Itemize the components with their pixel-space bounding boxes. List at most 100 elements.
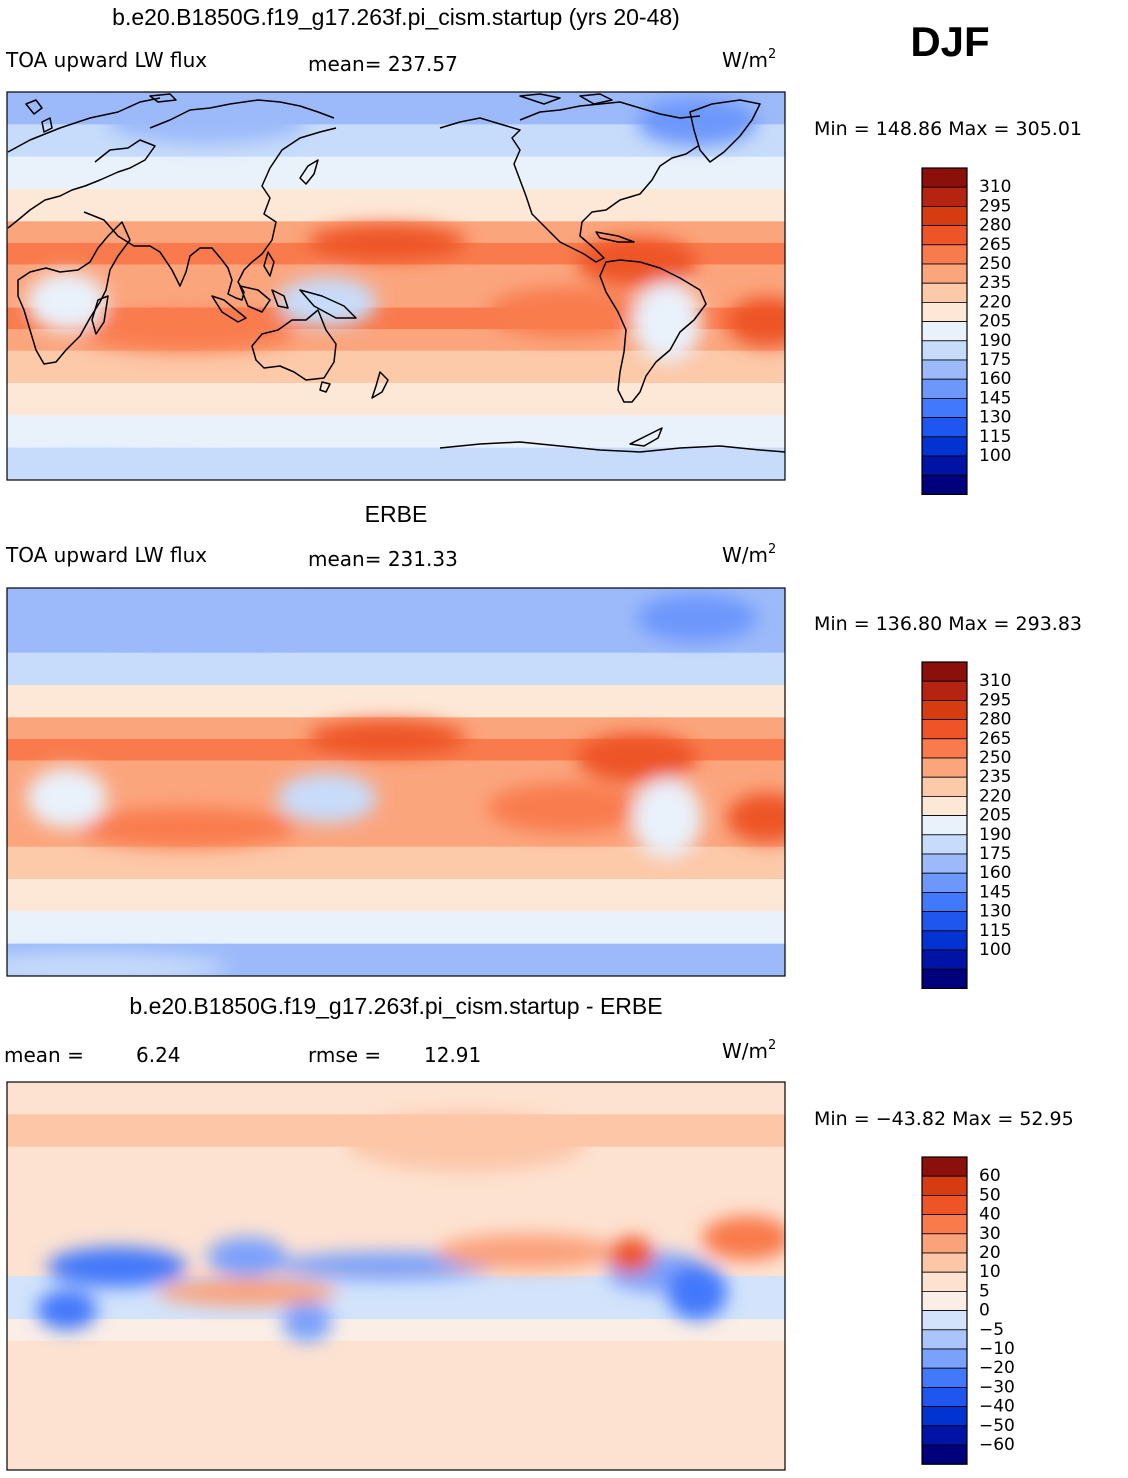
- units-label: W/m2: [722, 542, 776, 567]
- colorbar-tick-label: 235: [979, 273, 1011, 293]
- zonal-band: [7, 1437, 785, 1470]
- colorbar-segment: [921, 1348, 968, 1369]
- colorbar-segment: [921, 1367, 968, 1388]
- colorbar-segment: [921, 244, 968, 265]
- colorbar-tick-label: −40: [979, 1397, 1015, 1417]
- colorbar-tick-label: 5: [979, 1281, 990, 1301]
- map-frame: [6, 587, 786, 977]
- colorbar-segment: [921, 282, 968, 303]
- colorbar-segment: [921, 968, 968, 989]
- zonal-band: [7, 1373, 785, 1406]
- colorbar-tick-label: 20: [979, 1243, 1001, 1263]
- colorbar-segment: [921, 1156, 968, 1177]
- map-frame: [6, 1081, 786, 1471]
- zonal-band: [7, 1179, 785, 1212]
- colorbar-segment: [921, 815, 968, 836]
- field-anomaly: [637, 98, 757, 146]
- colorbar-tick-label: −60: [979, 1435, 1015, 1455]
- panel-model: b.e20.B1850G.f19_g17.263f.pi_cism.startu…: [5, 4, 1082, 495]
- colorbar-segment: [921, 911, 968, 932]
- colorbar-tick-label: 190: [979, 331, 1011, 351]
- colorbar-segment: [921, 853, 968, 874]
- zonal-band: [7, 1211, 785, 1234]
- colorbar-segment: [921, 796, 968, 817]
- field-anomaly: [347, 1112, 587, 1172]
- colorbar-segment: [921, 1195, 968, 1216]
- colorbar-segment: [921, 661, 968, 682]
- panel-title: b.e20.B1850G.f19_g17.263f.pi_cism.startu…: [129, 993, 662, 1019]
- colorbar-tick-label: 145: [979, 388, 1011, 408]
- field-anomaly: [7, 457, 227, 480]
- colorbar-segment: [921, 700, 968, 721]
- colorbar-segment: [921, 1425, 968, 1446]
- mean-label: mean= 231.33: [308, 547, 458, 571]
- field-anomaly: [207, 1237, 287, 1277]
- colorbar-tick-label: 160: [979, 863, 1011, 883]
- colorbar-segment: [921, 301, 968, 322]
- colorbar-segment: [921, 167, 968, 188]
- colorbar-tick-label: 50: [979, 1185, 1001, 1205]
- colorbar-tick-label: 310: [979, 177, 1011, 197]
- field-anomaly: [632, 778, 702, 858]
- colorbar-segment: [921, 186, 968, 207]
- zonal-band: [7, 652, 785, 686]
- colorbar-segment: [921, 1387, 968, 1408]
- colorbar-tick-label: −20: [979, 1358, 1015, 1378]
- colorbar-segment: [921, 1214, 968, 1235]
- colorbar-tick-label: 250: [979, 254, 1011, 274]
- rmse-value: 12.91: [424, 1043, 481, 1067]
- colorbar-tick-label: 60: [979, 1166, 1001, 1186]
- colorbar-tick-label: −5: [979, 1320, 1004, 1340]
- field-anomaly: [577, 733, 697, 783]
- season-label: DJF: [910, 18, 989, 65]
- mean-value: 6.24: [136, 1043, 181, 1067]
- panel-obs: ERBE TOA upward LW flux mean= 231.33 W/m…: [5, 501, 1082, 989]
- field-anomaly: [487, 783, 647, 833]
- colorbar-tick-label: 265: [979, 235, 1011, 255]
- colorbar-segment: [921, 719, 968, 740]
- field-anomaly: [702, 1216, 785, 1260]
- field-anomaly: [727, 297, 785, 347]
- field-anomaly: [307, 224, 467, 260]
- colorbar-segment: [921, 1310, 968, 1331]
- panel-title: b.e20.B1850G.f19_g17.263f.pi_cism.startu…: [112, 4, 680, 30]
- field-anomaly: [77, 312, 297, 352]
- zonal-band: [7, 1405, 785, 1439]
- anomaly-layer: [7, 98, 785, 480]
- colorbar-segment: [921, 378, 968, 399]
- colorbar-segment: [921, 757, 968, 778]
- colorbar-tick-label: 250: [979, 748, 1011, 768]
- rmse-label: rmse =: [308, 1043, 381, 1067]
- colorbar-segment: [921, 949, 968, 970]
- field-anomaly: [157, 1278, 337, 1306]
- colorbar-tick-label: 235: [979, 767, 1011, 787]
- colorbar-segment: [921, 397, 968, 418]
- zonal-band: [7, 685, 785, 718]
- field-anomaly: [437, 1234, 617, 1270]
- colorbar-segment: [921, 1233, 968, 1254]
- colorbar-segment: [921, 417, 968, 438]
- anomaly-layer: [7, 594, 785, 976]
- colorbar-tick-label: 205: [979, 312, 1011, 332]
- zonal-band: [7, 911, 785, 945]
- colorbar-tick-label: 10: [979, 1262, 1001, 1282]
- units-label: W/m2: [722, 1038, 776, 1063]
- field-anomaly: [7, 953, 227, 976]
- colorbar-tick-label: 115: [979, 921, 1011, 941]
- zonal-band: [7, 879, 785, 912]
- colorbar-segment: [921, 205, 968, 226]
- colorbar-tick-label: 205: [979, 806, 1011, 826]
- field-anomaly: [487, 287, 647, 337]
- colorbar-tick-label: 310: [979, 671, 1011, 691]
- colorbar-tick-label: −30: [979, 1377, 1015, 1397]
- zonal-band: [7, 415, 785, 449]
- colorbar-segment: [921, 872, 968, 893]
- colorbar-segment: [921, 738, 968, 759]
- field-anomaly: [610, 1237, 654, 1273]
- field-anomaly: [77, 808, 297, 848]
- field-anomaly: [107, 100, 307, 144]
- colorbar-tick-label: 40: [979, 1205, 1001, 1225]
- colorbar-segment: [921, 1444, 968, 1465]
- min-max-label: Min = −43.82 Max = 52.95: [814, 1108, 1074, 1130]
- mean-label: mean =: [4, 1043, 84, 1067]
